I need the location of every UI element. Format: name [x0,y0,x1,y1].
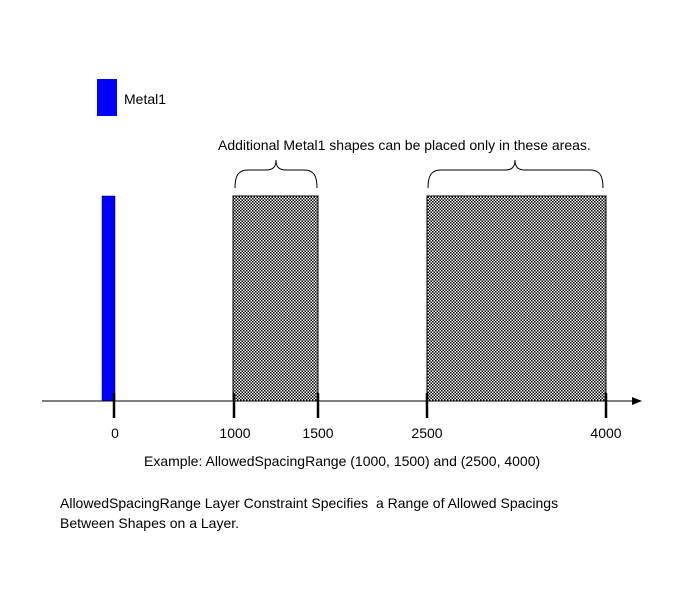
legend-label-metal1: Metal1 [124,91,166,107]
caption-line-2: Between Shapes on a Layer. [60,515,240,531]
brace-range-1 [234,159,318,189]
caption-line-1: AllowedSpacingRange Layer Constraint Spe… [60,495,559,511]
brace-range-2 [427,159,604,189]
tick-label-1000: 1000 [219,425,250,441]
caption: AllowedSpacingRange Layer Constraint Spe… [60,493,660,533]
legend-swatch-metal1 [97,79,117,116]
annotation-text: Additional Metal1 shapes can be placed o… [218,137,591,153]
allowed-region-2500-4000 [426,195,607,402]
example-text: Example: AllowedSpacingRange (1000, 1500… [144,453,540,469]
allowed-region-1000-1500 [232,195,319,402]
tick-label-1500: 1500 [302,425,333,441]
x-axis-arrowhead [632,397,642,405]
tick-label-4000: 4000 [590,425,621,441]
metal1-shape [101,195,116,402]
tick-label-2500: 2500 [411,425,442,441]
tick-label-0: 0 [111,425,119,441]
